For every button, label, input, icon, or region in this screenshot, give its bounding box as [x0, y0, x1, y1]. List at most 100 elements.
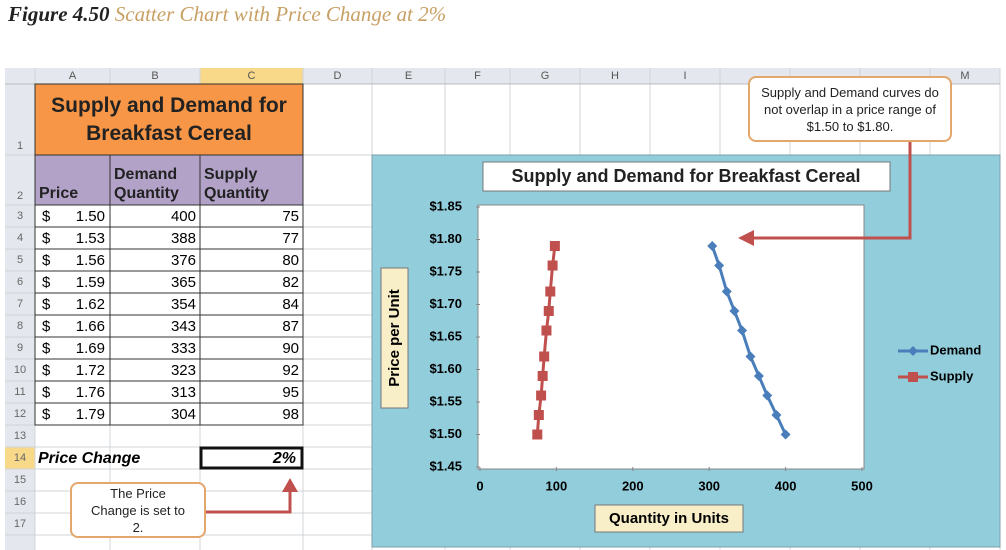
column-header: D [334, 70, 342, 82]
price-cell: 1.76 [76, 384, 105, 401]
cell-border [34, 402, 304, 426]
row-header: 13 [14, 430, 26, 442]
plot-area [477, 204, 865, 470]
price-cell: 1.53 [76, 230, 105, 247]
data-point [537, 371, 548, 381]
x-tick-label: 0 [476, 478, 483, 493]
chart-title-box [482, 161, 891, 192]
y-tick-label: $1.45 [429, 458, 462, 473]
price-cell: 1.72 [76, 362, 105, 379]
callout: Supply and Demand curves do not overlap … [748, 76, 952, 142]
demand-cell: 323 [171, 362, 196, 379]
currency-symbol: $ [42, 230, 51, 247]
legend-marker [908, 346, 918, 356]
demand-cell: 333 [171, 340, 196, 357]
y-tick-label: $1.55 [429, 393, 462, 408]
column-header: G [541, 70, 550, 82]
price-change-label: Price Change [38, 450, 140, 467]
price-cell: 1.50 [76, 208, 105, 225]
figure-caption: Figure 4.50 Scatter Chart with Price Cha… [8, 2, 446, 27]
column-header: M [960, 70, 969, 82]
supply-cell: 75 [282, 208, 299, 225]
column-title: Price [39, 185, 79, 202]
y-axis-title: Price per Unit [386, 289, 403, 387]
row-header: 4 [17, 232, 23, 244]
x-tick-label: 400 [775, 478, 797, 493]
column-header: B [151, 70, 158, 82]
supply-cell: 87 [282, 318, 299, 335]
demand-cell: 304 [171, 406, 196, 423]
currency-symbol: $ [42, 274, 51, 291]
row-header: 11 [14, 386, 25, 398]
y-tick-label: $1.60 [429, 361, 462, 376]
selected-column-header [200, 68, 303, 84]
x-axis-title: Quantity in Units [609, 510, 729, 527]
demand-cell: 365 [171, 274, 196, 291]
chart-title: Supply and Demand for Breakfast Cereal [511, 166, 860, 186]
column-header: C [248, 70, 256, 82]
y-tick-label: $1.75 [429, 263, 462, 278]
data-point [745, 351, 756, 362]
row-header: 16 [14, 496, 26, 508]
arrow-head [282, 478, 298, 492]
header-row-bg [34, 154, 304, 206]
data-point [762, 390, 773, 401]
currency-symbol: $ [42, 296, 51, 313]
data-point [541, 325, 552, 336]
y-tick-label: $1.70 [429, 296, 462, 311]
legend-label: Demand [930, 342, 981, 357]
row-header: 15 [14, 474, 26, 486]
data-point [753, 371, 764, 381]
price-cell: 1.59 [76, 274, 105, 291]
sheet-title: Supply and Demand for Breakfast Cereal [51, 93, 287, 145]
row-header: 2 [17, 190, 23, 202]
data-point [780, 429, 791, 440]
supply-cell: 84 [282, 296, 299, 313]
data-point [714, 260, 725, 271]
column-header: H [611, 70, 619, 82]
y-tick-label: $1.80 [429, 231, 462, 246]
supply-cell: 98 [282, 406, 299, 423]
demand-cell: 313 [171, 384, 196, 401]
demand-cell: 343 [171, 318, 196, 335]
demand-cell: 354 [171, 296, 196, 313]
supply-cell: 95 [282, 384, 299, 401]
data-point [549, 241, 560, 251]
title-cell-bg [34, 83, 304, 156]
price-cell: 1.56 [76, 252, 105, 269]
row-header: 17 [14, 518, 26, 530]
data-point [721, 286, 732, 297]
column-title: Supply Quantity [204, 166, 269, 202]
supply-cell: 82 [282, 274, 299, 291]
data-point [536, 390, 547, 401]
data-point [533, 410, 544, 420]
column-header: I [683, 70, 686, 82]
row-header: 7 [17, 298, 23, 310]
y-tick-label: $1.65 [429, 328, 462, 343]
currency-symbol: $ [42, 362, 51, 379]
legend-marker [908, 372, 918, 382]
callout-arrow [205, 490, 292, 514]
legend-label: Supply [930, 368, 974, 383]
row-header: 8 [17, 320, 23, 332]
currency-symbol: $ [42, 340, 51, 357]
figure-text: Scatter Chart with Price Change at 2% [114, 2, 447, 26]
figure-label: Figure 4.50 [8, 2, 110, 26]
selected-row-header [5, 447, 35, 469]
currency-symbol: $ [42, 252, 51, 269]
row-header: 9 [17, 342, 23, 354]
supply-cell: 77 [282, 230, 299, 247]
data-point [707, 241, 718, 251]
supply-cell: 90 [282, 340, 299, 357]
x-tick-label: 200 [622, 478, 644, 493]
column-header: E [405, 70, 412, 82]
active-cell [199, 446, 304, 470]
data-point [545, 286, 556, 297]
row-header: 1 [17, 140, 23, 152]
column-header: F [474, 70, 481, 82]
y-tick-label: $1.85 [429, 198, 462, 213]
data-point [771, 410, 782, 420]
price-cell: 1.79 [76, 406, 105, 423]
